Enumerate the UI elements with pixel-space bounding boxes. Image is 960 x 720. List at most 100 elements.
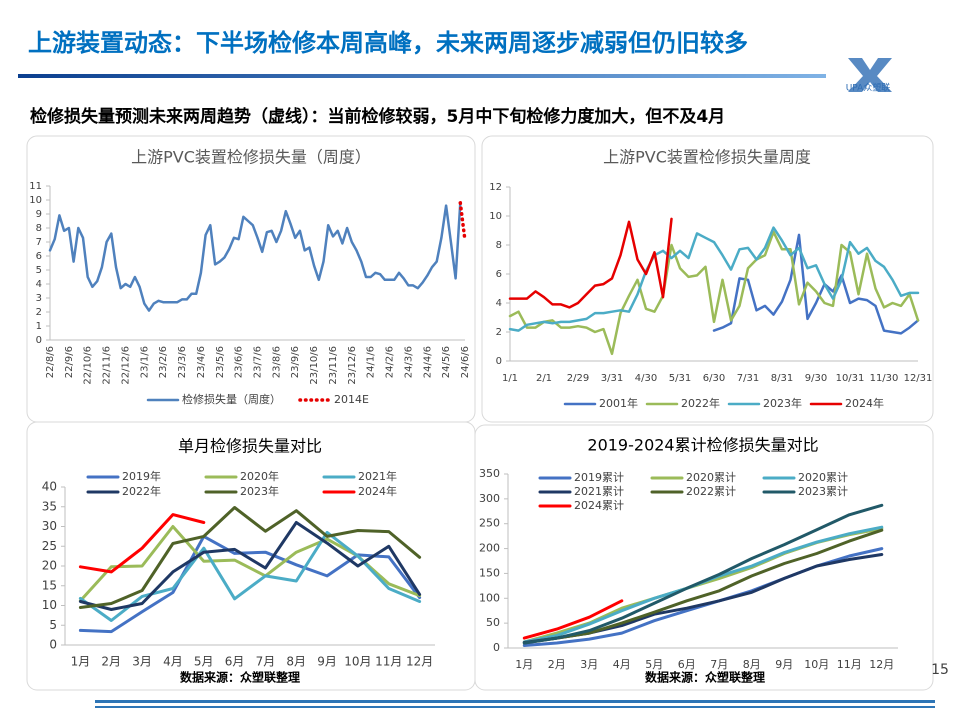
title-rule [18,74,826,78]
series-line [522,527,884,644]
panel [26,421,476,691]
y-tick-label: 0 [49,638,57,652]
chart-title: 单月检修损失量对比 [178,437,322,456]
x-tick-label: 3月 [132,655,152,669]
x-tick-label: 24/6/6 [460,346,471,378]
legend-label: 2020年 [240,469,279,483]
legend-label: 2023年 [240,484,279,498]
chart-title: 2019-2024累计检修损失量对比 [587,436,818,455]
x-tick-label: 9月 [317,655,337,669]
legend-label: 2024年 [358,484,397,498]
x-tick-label: 23/1/6 [139,346,150,378]
x-tick-label: 3/31 [601,373,623,384]
y-tick-label: 300 [479,492,500,505]
y-tick-label: 6 [496,269,502,280]
y-tick-label: 6 [36,251,42,262]
y-tick-label: 0 [496,356,502,367]
chart-title: 上游PVC装置检修损失量周度 [603,148,811,167]
x-tick-label: 4/30 [635,373,657,384]
x-tick-label: 10月 [344,655,371,669]
logo: UPA众塑联 [846,58,892,94]
y-tick-label: 35 [42,499,57,513]
y-tick-label: 9 [36,209,42,220]
footer-rule [95,706,935,708]
x-tick-label: 23/12/6 [347,346,358,385]
y-tick-label: 10 [29,195,42,206]
y-tick-label: 30 [42,519,57,533]
x-tick-label: 1月 [71,655,91,669]
legend-label: 2023累计 [798,485,848,498]
panel [481,135,934,423]
y-tick-label: 4 [36,279,42,290]
x-tick-label: 23/7/6 [253,346,264,378]
legend-label: 2023年 [763,396,802,410]
x-tick-label: 5/31 [669,373,691,384]
x-tick-label: 2/1 [536,373,552,384]
y-tick-label: 8 [496,240,502,251]
x-tick-label: 22/11/6 [102,346,113,385]
x-tick-label: 1月 [515,658,533,671]
x-tick-label: 11/30 [870,373,899,384]
x-tick-label: 24/4/6 [422,346,433,378]
x-tick-label: 23/5/6 [215,346,226,378]
series-line [522,528,884,645]
footer-rule [95,700,935,703]
legend-label: 2020累计 [798,471,848,484]
x-tick-label: 24/3/6 [403,346,414,378]
x-tick-label: 7月 [710,658,728,671]
x-tick-label: 10/31 [836,373,865,384]
y-tick-label: 5 [36,265,42,276]
source-note: 数据来源：众塑联整理 [180,670,300,685]
legend-label: 2021年 [358,469,397,483]
x-tick-label: 22/8/6 [45,346,56,378]
x-tick-label: 4月 [613,658,631,671]
x-tick-label: 5月 [645,658,663,671]
y-tick-label: 20 [42,559,57,573]
x-tick-label: 2/29 [567,373,589,384]
panel [474,424,934,691]
legend-label: 2024累计 [574,499,624,512]
x-tick-label: 12月 [406,655,433,669]
x-tick-label: 8月 [743,658,761,671]
x-tick-label: 12月 [869,658,894,671]
x-tick-label: 6月 [225,655,245,669]
series-line [48,201,462,312]
series-line [712,233,920,335]
legend-label: 2024年 [845,396,884,410]
series-line [508,217,673,309]
series-line [508,230,920,356]
x-tick-label: 23/4/6 [196,346,207,378]
legend-label: 2001年 [599,396,638,410]
x-tick-label: 12/31 [904,373,933,384]
y-tick-label: 350 [479,467,500,480]
x-tick-label: 24/5/6 [441,346,452,378]
x-tick-label: 2月 [101,655,121,669]
y-tick-label: 12 [489,182,502,193]
source-note: 数据来源：众塑联整理 [645,670,765,685]
y-tick-label: 10 [489,211,502,222]
subtitle: 检修损失量预测未来两周趋势（虚线）：当前检修较弱，5月中下旬检修力度加大，但不及… [30,106,725,127]
legend-label: 2019累计 [574,471,624,484]
x-tick-label: 1/1 [502,373,518,384]
x-tick-label: 23/10/6 [309,346,320,385]
x-tick-label: 10月 [804,658,829,671]
y-tick-label: 1 [36,321,42,332]
y-tick-label: 100 [479,591,500,604]
legend-label: 检修损失量（周度） [182,392,281,406]
legend-label: 2022累计 [686,485,736,498]
y-tick-label: 200 [479,542,500,555]
x-tick-label: 6月 [678,658,696,671]
series-line [78,521,422,611]
y-tick-label: 15 [42,578,57,592]
y-tick-label: 2 [36,307,42,318]
x-tick-label: 23/8/6 [271,346,282,378]
x-tick-label: 23/2/6 [158,346,169,378]
legend-label: 2022年 [122,484,161,498]
y-tick-label: 250 [479,517,500,530]
series-line [78,513,206,574]
series-line [522,599,624,640]
series-line [508,226,920,332]
x-tick-label: 9/30 [805,373,827,384]
y-tick-label: 25 [42,539,57,553]
series-line [522,503,884,645]
